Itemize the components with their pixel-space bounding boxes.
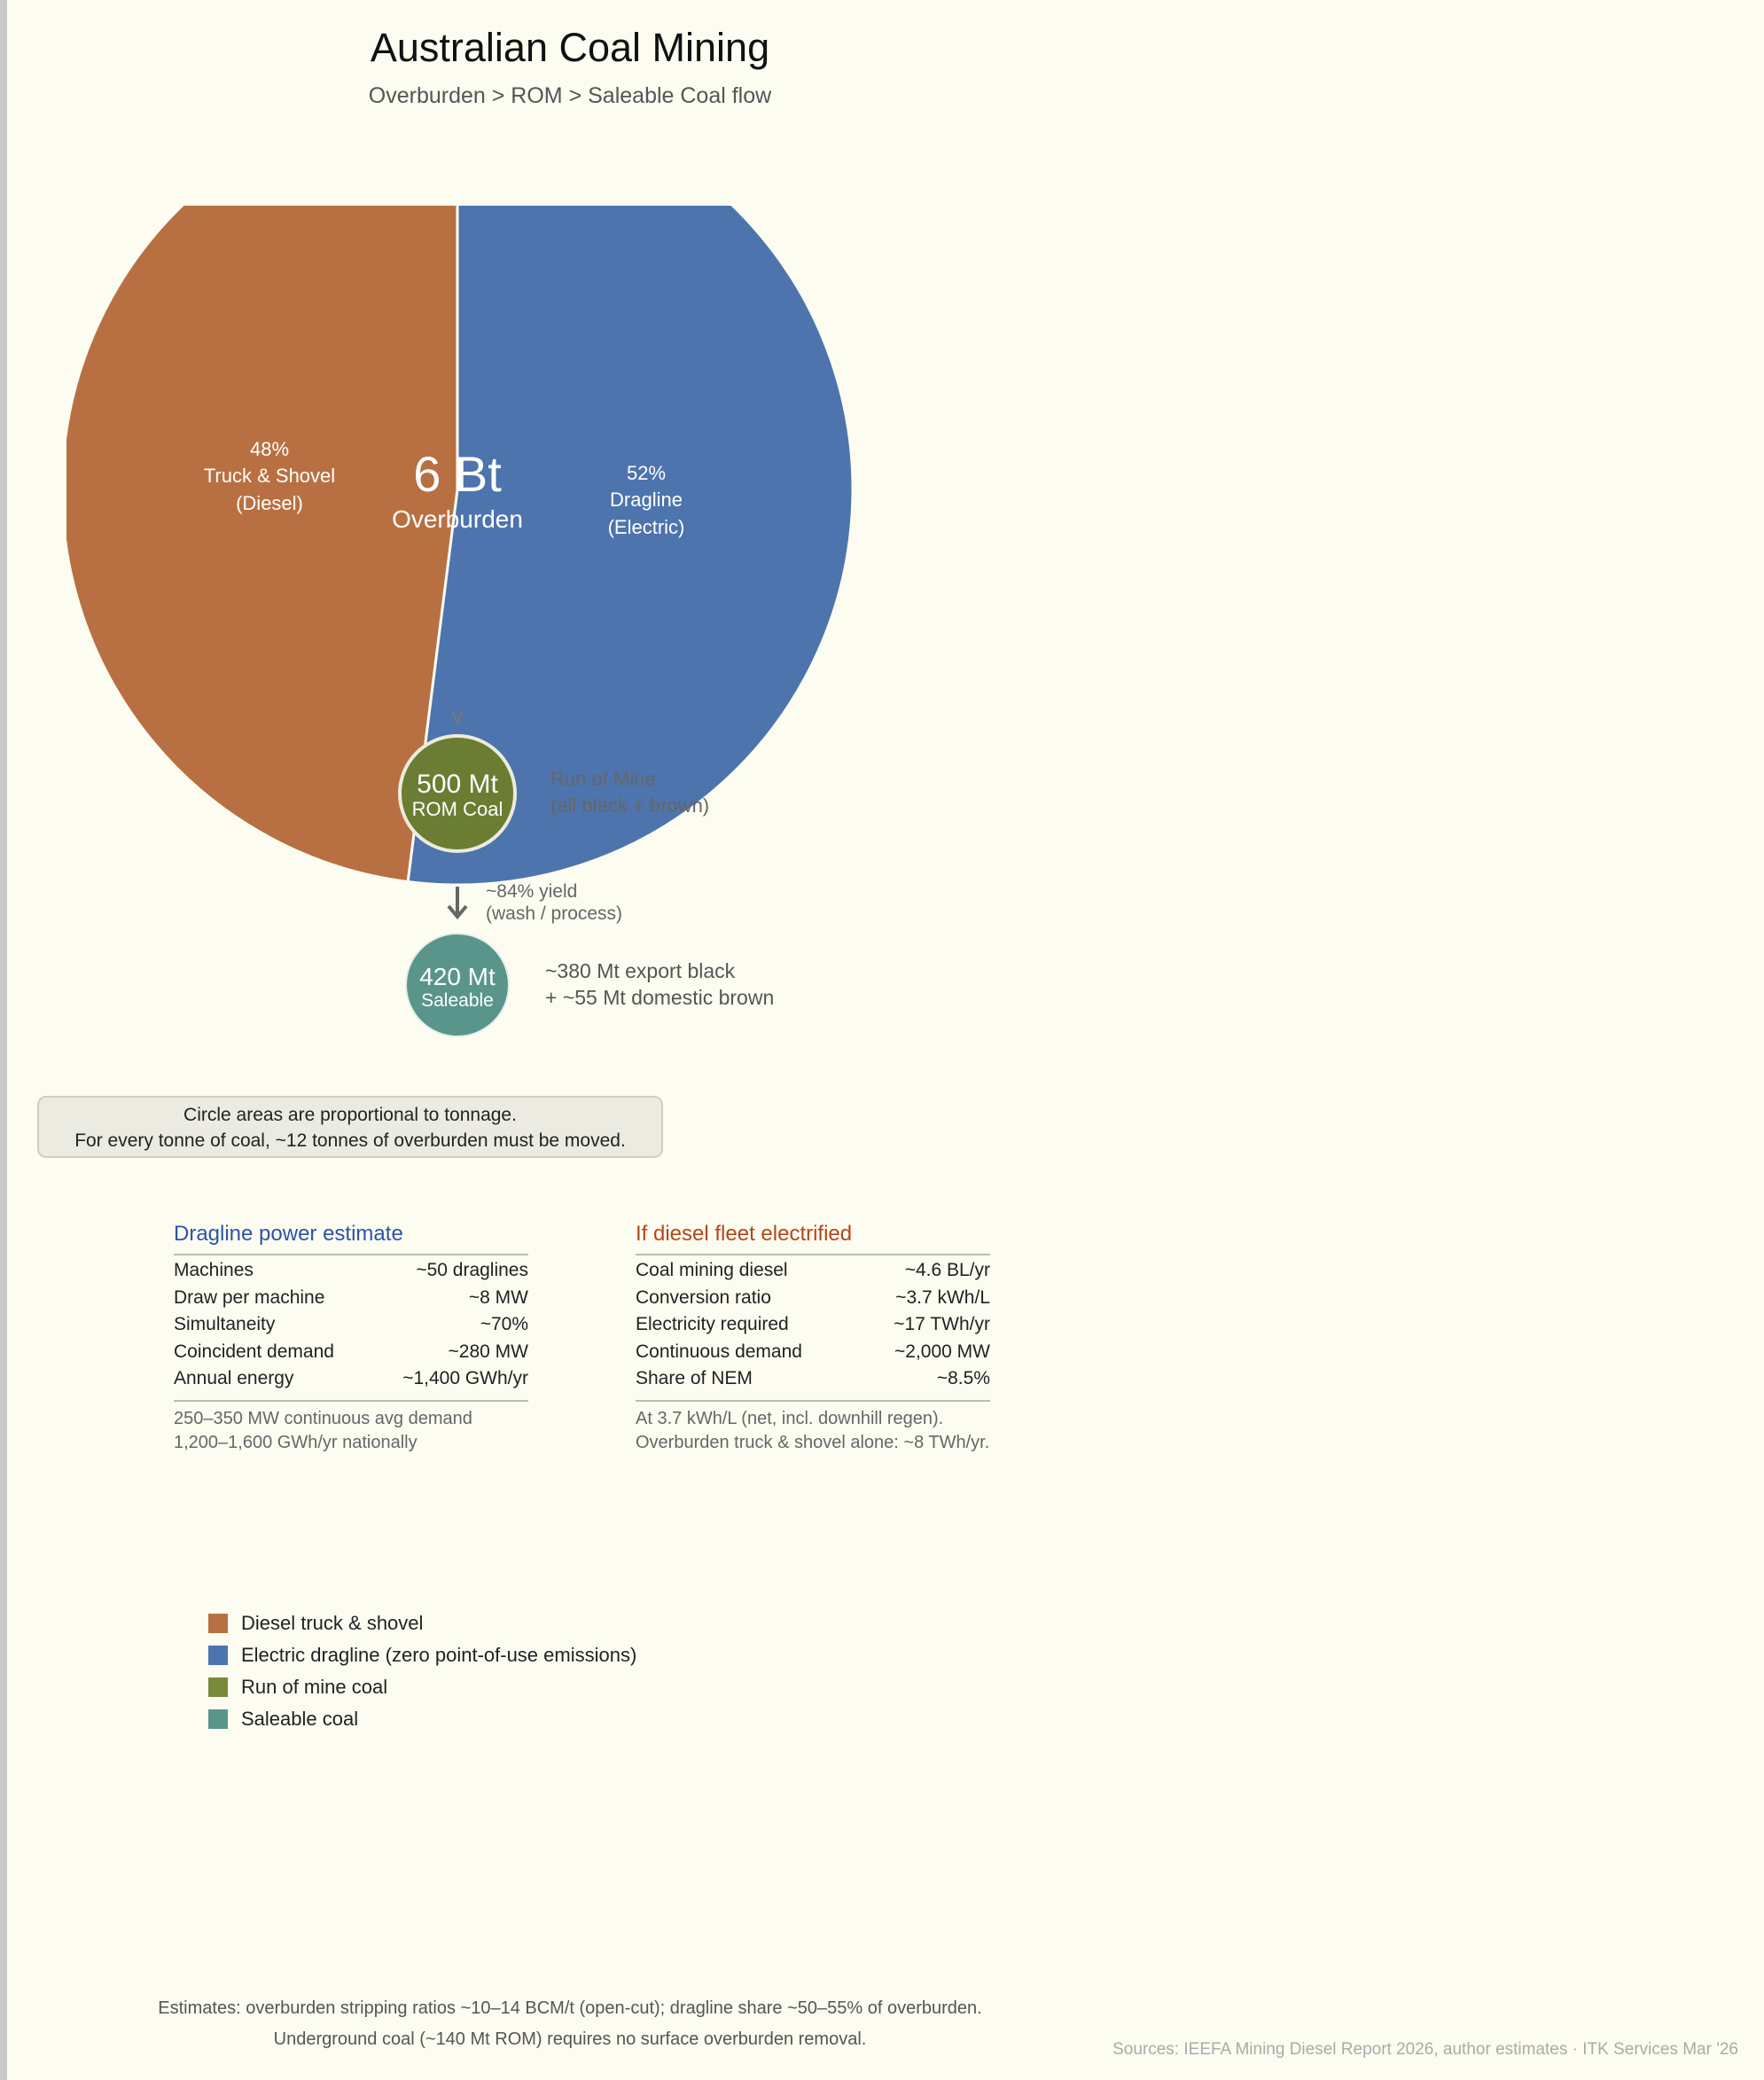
- table-row: Draw per machine ~8 MW: [174, 1285, 528, 1312]
- note-line-1: Circle areas are proportional to tonnage…: [183, 1105, 517, 1125]
- chart-subtitle: Overburden > ROM > Saleable Coal flow: [368, 83, 772, 108]
- rom-label: ROM Coal: [412, 798, 503, 820]
- saleable-circle: [405, 933, 510, 1037]
- row-label: Coal mining diesel: [636, 1260, 788, 1280]
- row-label: Coincident demand: [174, 1341, 334, 1362]
- slice-label-pct: 48%: [250, 438, 289, 460]
- legend-swatch: [208, 1677, 228, 1697]
- diesel-foot-1: At 3.7 kWh/L (net, incl. downhill regen)…: [636, 1408, 944, 1428]
- row-value: ~50 draglines: [416, 1260, 528, 1280]
- info-note: Circle areas are proportional to tonnage…: [37, 1096, 663, 1158]
- row-value: ~70%: [480, 1314, 528, 1334]
- row-value: ~8 MW: [468, 1286, 528, 1308]
- window-edge: [0, 0, 7, 2080]
- table-row: Coal mining diesel ~4.6 BL/yr: [636, 1257, 990, 1285]
- legend-label: Electric dragline (zero point-of-use emi…: [241, 1644, 637, 1666]
- row-label: Draw per machine: [174, 1286, 325, 1308]
- yield-note-1: ~84% yield: [486, 881, 577, 902]
- dragline-table: Dragline power estimate Machines ~50 drag…: [174, 1222, 528, 1455]
- table-row: Annual energy ~1,400 GWh/yr: [174, 1365, 528, 1393]
- slice-label-type: (Electric): [608, 516, 685, 538]
- saleable-label: Saleable: [421, 990, 494, 1011]
- table-row: Coincident demand ~280 MW: [174, 1339, 528, 1366]
- table-row: Continuous demand ~2,000 MW: [636, 1339, 990, 1366]
- rom-note-1: Run of Mine: [550, 768, 656, 790]
- row-label: Electricity required: [636, 1314, 789, 1334]
- slice-label-name: Truck & Shovel: [204, 465, 335, 487]
- chart-title: Australian Coal Mining: [370, 25, 770, 70]
- dragline-foot-1: 250–350 MW continuous avg demand: [174, 1408, 472, 1428]
- row-label: Machines: [174, 1260, 254, 1280]
- rom-circle: [398, 734, 517, 853]
- row-label: Simultaneity: [174, 1314, 276, 1334]
- footer-note-1: Estimates: overburden stripping ratios ~…: [158, 1998, 982, 2018]
- row-value: ~3.7 kWh/L: [895, 1286, 990, 1308]
- legend-swatch: [208, 1614, 228, 1633]
- row-value: ~1,400 GWh/yr: [402, 1368, 528, 1388]
- legend-label: Saleable coal: [241, 1708, 359, 1730]
- pie-slice-dragline: [406, 206, 855, 887]
- down-arrow-icon: [447, 887, 468, 920]
- row-value: ~2,000 MW: [894, 1341, 990, 1362]
- saleable-value: 420 Mt: [419, 963, 496, 990]
- legend-swatch: [208, 1646, 228, 1665]
- slice-label-pct: 52%: [627, 462, 666, 484]
- legend-swatch: [208, 1709, 228, 1729]
- down-chevron-icon: v: [452, 702, 464, 729]
- slice-label-name: Dragline: [610, 489, 683, 511]
- legend-item: Diesel truck & shovel: [208, 1607, 636, 1639]
- table-row: Electricity required ~17 TWh/yr: [636, 1311, 990, 1339]
- row-value: ~280 MW: [448, 1341, 528, 1362]
- sources: Sources: IEEFA Mining Diesel Report 2026…: [1112, 2040, 1738, 2059]
- table-row: Conversion ratio ~3.7 kWh/L: [636, 1285, 990, 1312]
- saleable-note-1: ~380 Mt export black: [545, 959, 736, 982]
- row-label: Annual energy: [174, 1368, 294, 1388]
- row-value: ~17 TWh/yr: [894, 1314, 990, 1334]
- row-label: Share of NEM: [636, 1368, 753, 1388]
- total-value: 6 Bt: [413, 446, 502, 502]
- slice-label-type: (Diesel): [236, 492, 303, 514]
- legend: Diesel truck & shovel Electric dragline (…: [208, 1607, 636, 1735]
- row-value: ~8.5%: [936, 1368, 990, 1388]
- table-row: Simultaneity ~70%: [174, 1311, 528, 1339]
- legend-item: Run of mine coal: [208, 1671, 636, 1703]
- diesel-table-title: If diesel fleet electrified: [636, 1222, 853, 1246]
- total-label: Overburden: [392, 505, 523, 533]
- table-row: Share of NEM ~8.5%: [636, 1365, 990, 1393]
- diesel-foot-2: Overburden truck & shovel alone: ~8 TWh/…: [636, 1432, 990, 1452]
- legend-label: Diesel truck & shovel: [241, 1612, 424, 1634]
- saleable-note-2: + ~55 Mt domestic brown: [545, 986, 774, 1009]
- dragline-foot-2: 1,200–1,600 GWh/yr nationally: [174, 1432, 418, 1452]
- pie-slice-truck-shovel: [66, 206, 459, 884]
- table-row: Machines ~50 draglines: [174, 1257, 528, 1285]
- rom-value: 500 Mt: [417, 770, 498, 799]
- diesel-table: If diesel fleet electrified Coal mining …: [636, 1222, 990, 1455]
- rom-note-2: (all black + brown): [550, 794, 709, 817]
- footer-note-2: Underground coal (~140 Mt ROM) requires …: [273, 2029, 867, 2049]
- row-label: Conversion ratio: [636, 1286, 771, 1308]
- pie-chart: 48% Truck & Shovel (Diesel) 52% Dragline…: [66, 206, 855, 1037]
- note-line-2: For every tonne of coal, ~12 tonnes of o…: [74, 1130, 626, 1151]
- legend-item: Saleable coal: [208, 1703, 636, 1735]
- legend-label: Run of mine coal: [241, 1676, 388, 1698]
- row-label: Continuous demand: [636, 1341, 802, 1362]
- dragline-table-title: Dragline power estimate: [174, 1222, 403, 1246]
- row-value: ~4.6 BL/yr: [904, 1260, 990, 1280]
- yield-note-2: (wash / process): [486, 903, 622, 924]
- legend-item: Electric dragline (zero point-of-use emi…: [208, 1639, 636, 1671]
